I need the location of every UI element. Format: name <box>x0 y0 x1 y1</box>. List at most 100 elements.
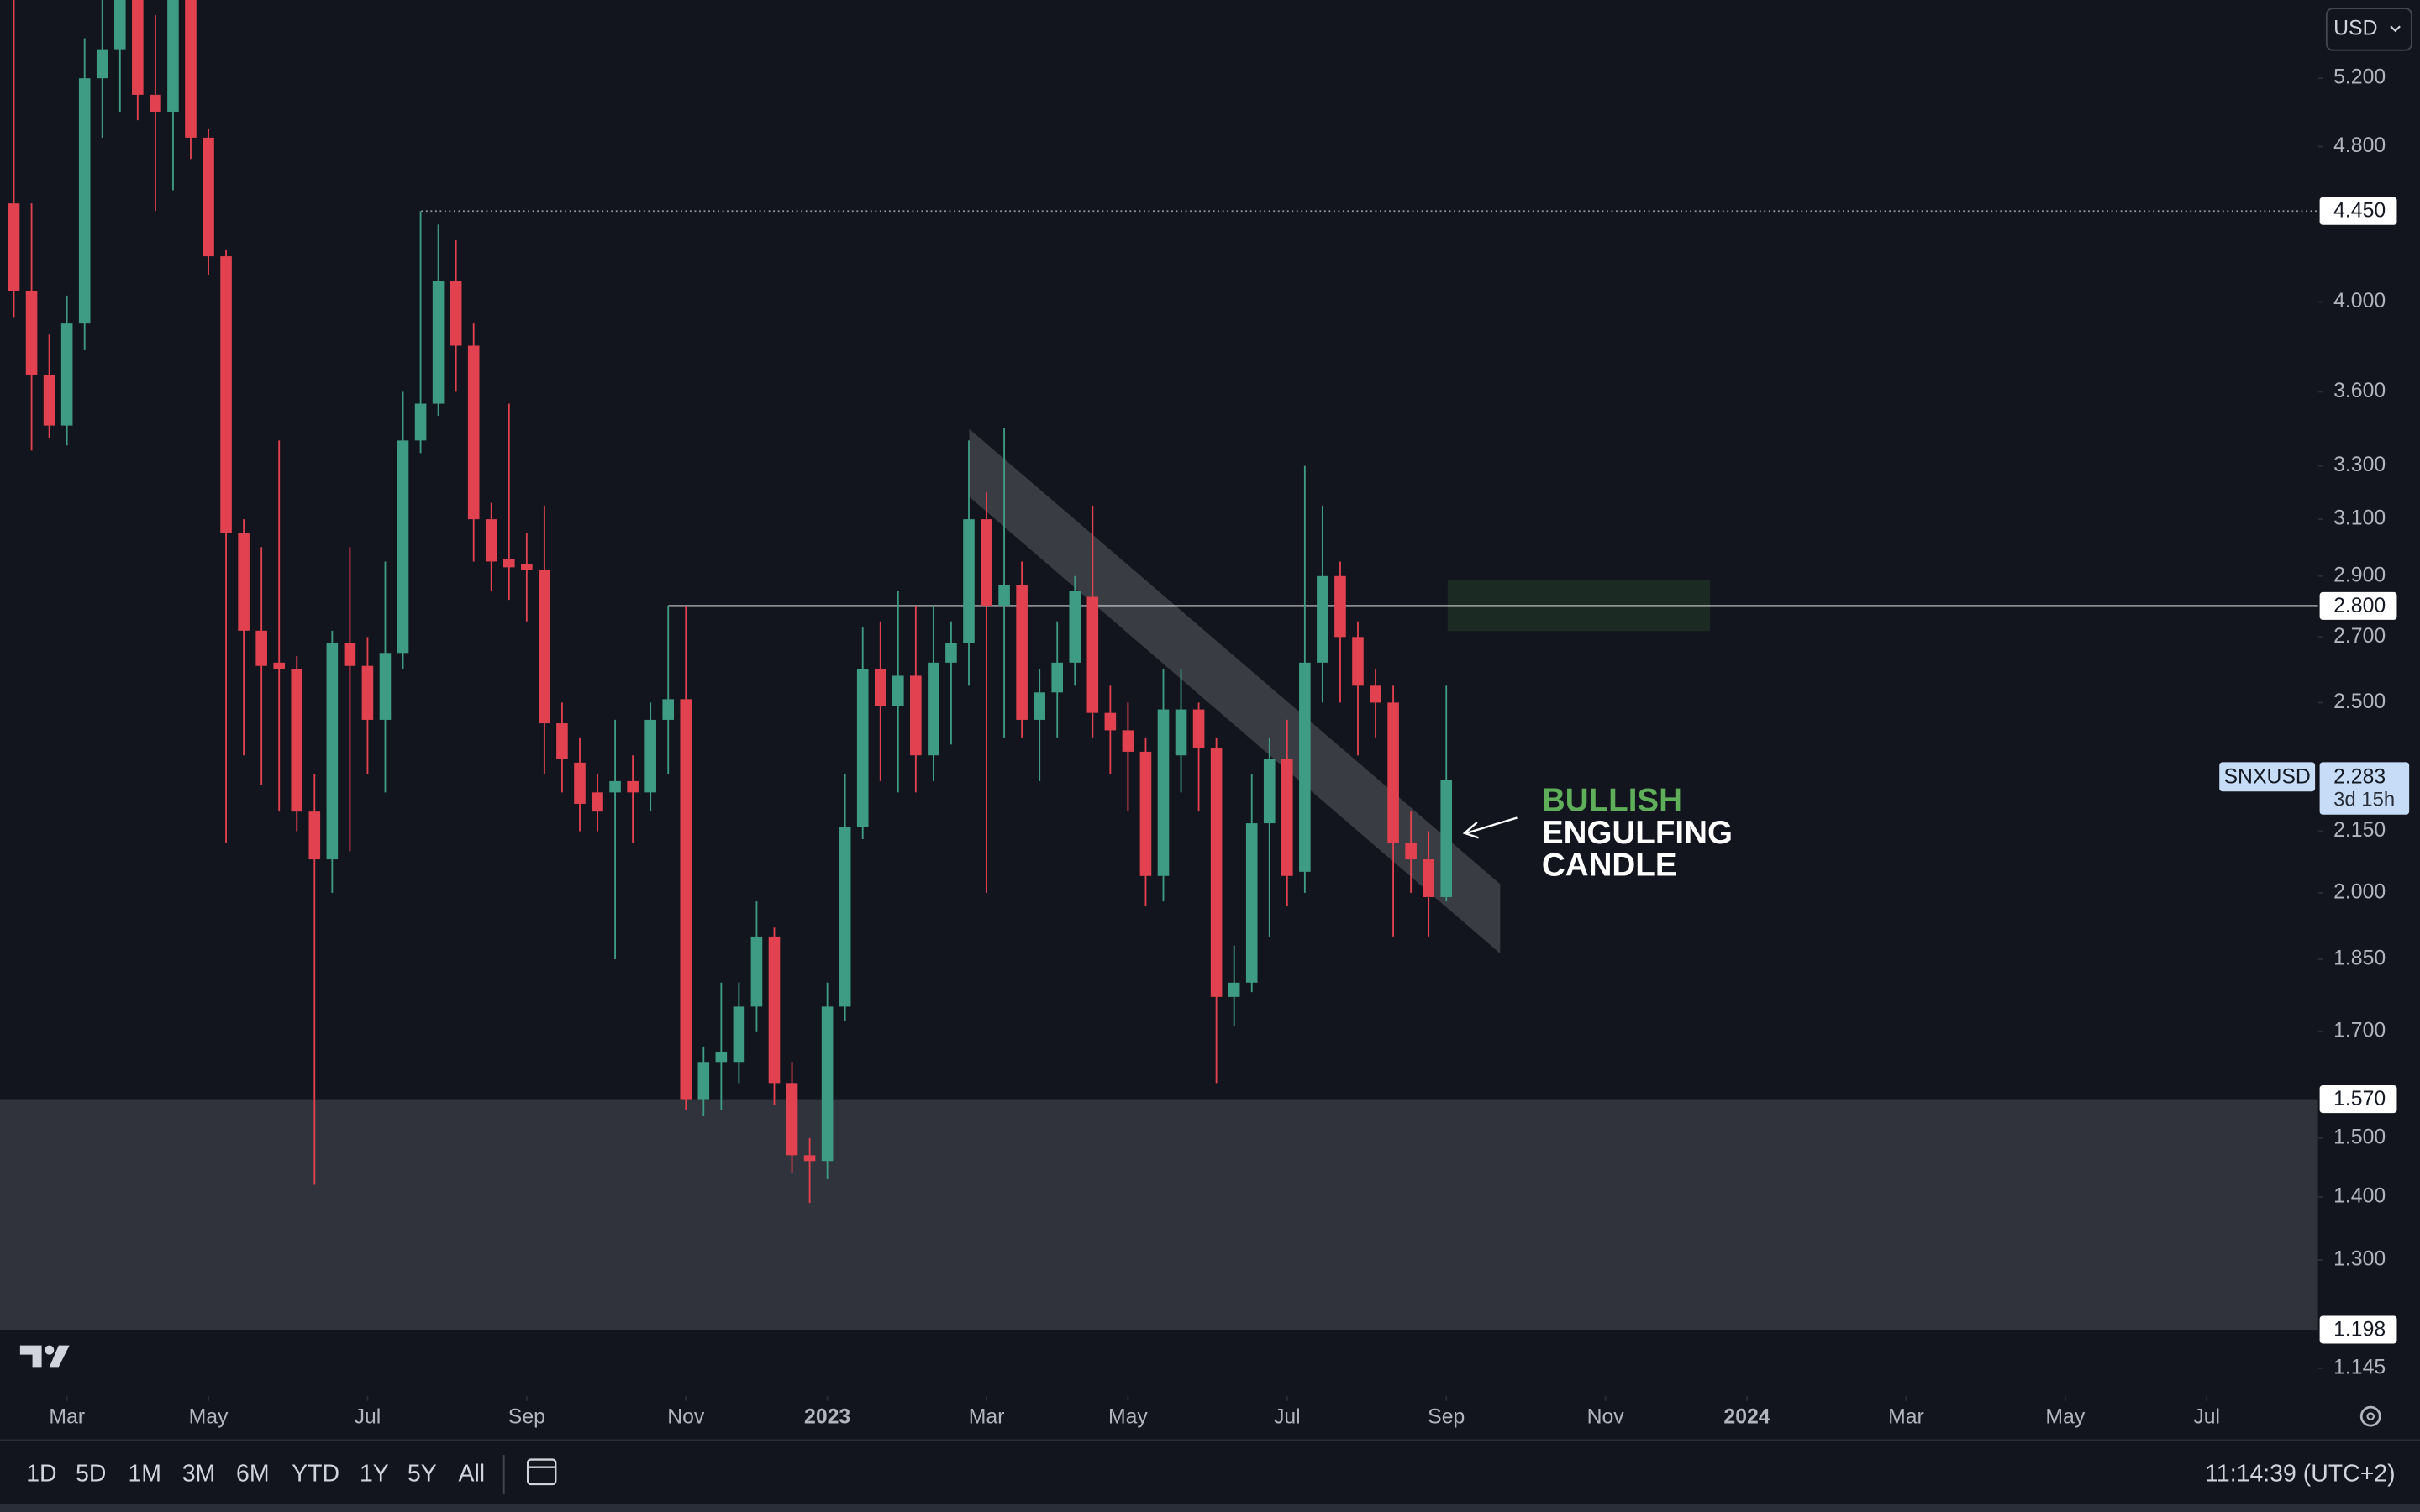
candle-body <box>821 1006 834 1162</box>
candle-body <box>238 533 250 631</box>
candle-body <box>1069 591 1081 663</box>
candle-body <box>167 0 179 112</box>
range-button[interactable]: 1Y <box>360 1460 389 1487</box>
y-tick-label: 3.300 <box>2333 454 2386 476</box>
level-layer <box>421 210 2318 607</box>
bottom-strip <box>0 1504 2420 1512</box>
candle-body <box>1317 575 1328 663</box>
candle-body <box>96 49 108 79</box>
range-button[interactable]: YTD <box>292 1460 339 1487</box>
countdown: 3d 15h <box>2333 789 2395 811</box>
candle-body <box>113 0 126 50</box>
y-tick-label: 2.500 <box>2333 690 2386 713</box>
candle-body <box>150 94 161 112</box>
annotation-text: CANDLE <box>1542 847 1677 883</box>
y-tick-label: 4.800 <box>2333 134 2386 157</box>
price-tag-label: 4.450 <box>2333 200 2386 223</box>
candle-body <box>662 699 675 720</box>
currency-label[interactable]: USD <box>2333 17 2377 39</box>
y-tick-label: 1.700 <box>2333 1019 2386 1042</box>
logo-part <box>49 1345 70 1368</box>
candle-body <box>1423 859 1434 897</box>
range-button[interactable]: 5D <box>76 1460 106 1487</box>
candle-body <box>1104 712 1117 731</box>
x-tick-label: May <box>189 1406 229 1429</box>
candle-body <box>803 1155 816 1162</box>
candle-body <box>963 519 975 643</box>
x-tick-label: 2024 <box>1723 1406 1770 1429</box>
currency-dropdown[interactable]: USD <box>2325 8 2412 51</box>
price-tag-label: 1.198 <box>2333 1318 2386 1341</box>
candle-body <box>397 440 409 654</box>
range-button[interactable]: 3M <box>182 1460 216 1487</box>
candle-body <box>1210 748 1223 997</box>
candle-body <box>697 1062 710 1100</box>
range-button[interactable]: 1D <box>26 1460 56 1487</box>
y-tick-label: 2.700 <box>2333 625 2386 648</box>
price-tag-label: 2.800 <box>2333 595 2386 617</box>
y-tick-label: 5.200 <box>2333 66 2386 89</box>
candle-body <box>680 699 692 1100</box>
candle-body <box>1139 751 1152 876</box>
price-tag-label: 1.570 <box>2333 1088 2386 1110</box>
candle-body <box>627 780 639 793</box>
candle-body <box>1245 823 1258 983</box>
candle-body <box>132 0 144 95</box>
support-zone <box>0 1099 2318 1330</box>
candle-body <box>856 669 869 827</box>
candle-body <box>467 345 480 520</box>
candle-body <box>1263 759 1276 824</box>
candle-body <box>839 827 851 1007</box>
x-tick-label: Mar <box>969 1406 1005 1429</box>
candle-body <box>945 643 957 663</box>
candle-body <box>60 323 73 426</box>
range-toolbar: 1D 5D 1M 3M 6M YTD 1Y 5Y All <box>26 1460 485 1487</box>
range-button[interactable]: 1M <box>128 1460 161 1487</box>
candle-body <box>8 203 20 291</box>
x-tick-label: May <box>2045 1406 2085 1429</box>
y-tick-label: 3.100 <box>2333 507 2386 530</box>
clock: 11:14:39 (UTC+2) <box>2205 1460 2395 1487</box>
candle-body <box>733 1006 745 1063</box>
candle-body <box>1405 843 1417 860</box>
calendar-icon[interactable] <box>526 1458 557 1486</box>
x-tick-label: Mar <box>1888 1406 1924 1429</box>
y-tick-label: 1.300 <box>2333 1248 2386 1271</box>
candle-body <box>539 570 550 724</box>
chevron <box>2390 25 2401 33</box>
settings-icon-center <box>2366 1412 2375 1420</box>
y-tick-label: 1.850 <box>2333 948 2386 970</box>
candle-body <box>78 78 91 324</box>
range-button[interactable]: 5Y <box>408 1460 437 1487</box>
y-tick-label: 4.000 <box>2333 290 2386 312</box>
candle-body <box>981 519 992 606</box>
x-tick-label: May <box>1108 1406 1148 1429</box>
last-price: 2.283 <box>2333 765 2386 788</box>
x-tick-label: Nov <box>1587 1406 1625 1429</box>
y-tick-label: 2.900 <box>2333 564 2386 586</box>
date-range-icon[interactable] <box>526 1458 557 1486</box>
range-button[interactable]: All <box>459 1460 486 1487</box>
candle-body <box>556 723 568 759</box>
time-axis: Mar May Jul Sep Nov 2023 Mar May Jul Sep Nov 2024 Ma… <box>49 1396 2220 1429</box>
candle-body <box>1228 982 1240 997</box>
candle-body <box>998 585 1010 606</box>
descending-channel <box>969 428 1501 954</box>
range-button[interactable]: 6M <box>236 1460 270 1487</box>
candle-body <box>361 665 374 720</box>
candle-body <box>1370 685 1381 703</box>
candle-body <box>1299 662 1311 872</box>
annotation-text: BULLISH <box>1542 782 1682 818</box>
candle-body <box>1157 709 1170 876</box>
candle-body <box>768 936 781 1084</box>
axis-background <box>2317 0 2420 1397</box>
candle-body <box>1034 692 1045 720</box>
candle-body <box>644 719 656 793</box>
candle-layer <box>8 0 1453 1204</box>
x-tick-label: Nov <box>667 1406 705 1429</box>
x-tick-label: Jul <box>2193 1406 2220 1429</box>
dropdown-box[interactable] <box>2325 8 2412 51</box>
logo-part <box>19 1345 42 1368</box>
settings-icon[interactable] <box>2360 1405 2381 1427</box>
